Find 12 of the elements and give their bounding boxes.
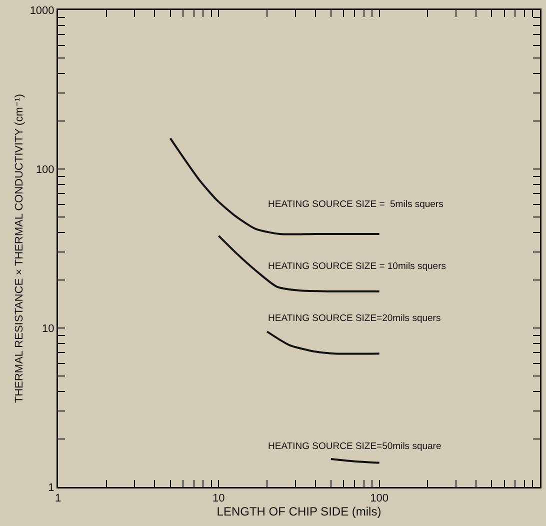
series-label: HEATING SOURCE SIZE=50mils square — [268, 441, 442, 452]
series-label: HEATING SOURCE SIZE = 10mils squers — [268, 261, 446, 272]
y-tick-label: 1000 — [30, 4, 54, 17]
y-tick-label: 1 — [48, 482, 54, 494]
y-tick-label: 100 — [36, 164, 54, 176]
x-tick-label: 10 — [212, 492, 225, 505]
x-axis-title: LENGTH OF CHIP SIDE (mils) — [216, 504, 382, 519]
x-tick-label: 100 — [370, 492, 389, 505]
y-axis-title: THERMAL RESISTANCE × THERMAL CONDUCTIVITY (cm⁻¹) — [14, 94, 26, 404]
text: HEATING SOURCE SIZE = 5mils squers — [268, 199, 444, 210]
y-tick-label: 10 — [42, 322, 54, 335]
series-label: HEATING SOURCE SIZE=20mils squers — [268, 313, 441, 324]
